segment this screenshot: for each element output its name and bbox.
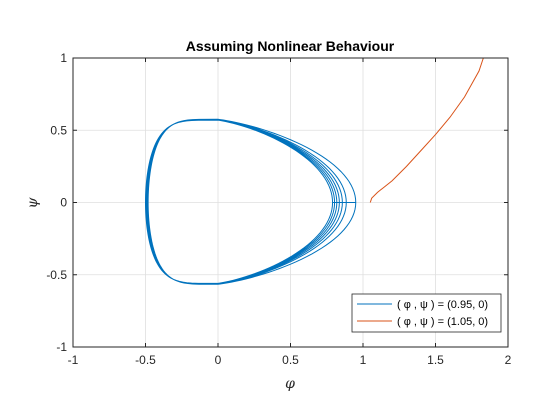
tick-marks	[72, 57, 509, 348]
chart-title: Assuming Nonlinear Behaviour	[186, 38, 395, 54]
legend: ( φ , ψ ) = (0.95, 0) ( φ , ψ ) = (1.05,…	[351, 293, 502, 333]
series-line-2	[369, 57, 484, 203]
y-tick-label: 0	[60, 196, 67, 210]
x-tick-label: 0.5	[282, 353, 299, 367]
y-tick-label: 0.5	[50, 123, 67, 137]
x-tick-label: 2	[505, 353, 512, 367]
legend-box	[351, 293, 502, 333]
y-tick-label: 1	[60, 51, 67, 65]
tick-labels: -1 -0.5 0 0.5 1 1.5 2 -1 -0.5 0 0.5 1	[46, 51, 511, 367]
legend-label-series-1: ( φ , ψ ) = (0.95, 0)	[397, 299, 488, 311]
x-axis-label: φ	[285, 376, 295, 392]
x-tick-label: -1	[68, 353, 79, 367]
x-tick-label: -0.5	[135, 353, 156, 367]
legend-label-series-2: ( φ , ψ ) = (1.05, 0)	[397, 316, 488, 328]
x-tick-label: 0	[215, 353, 222, 367]
x-tick-label: 1	[360, 353, 367, 367]
y-tick-label: -1	[56, 340, 67, 354]
x-tick-label: 1.5	[427, 353, 444, 367]
y-tick-label: -0.5	[46, 268, 67, 282]
series-layer	[144, 57, 484, 285]
series-line-1	[144, 118, 357, 285]
y-axis-label: ψ	[25, 196, 41, 208]
